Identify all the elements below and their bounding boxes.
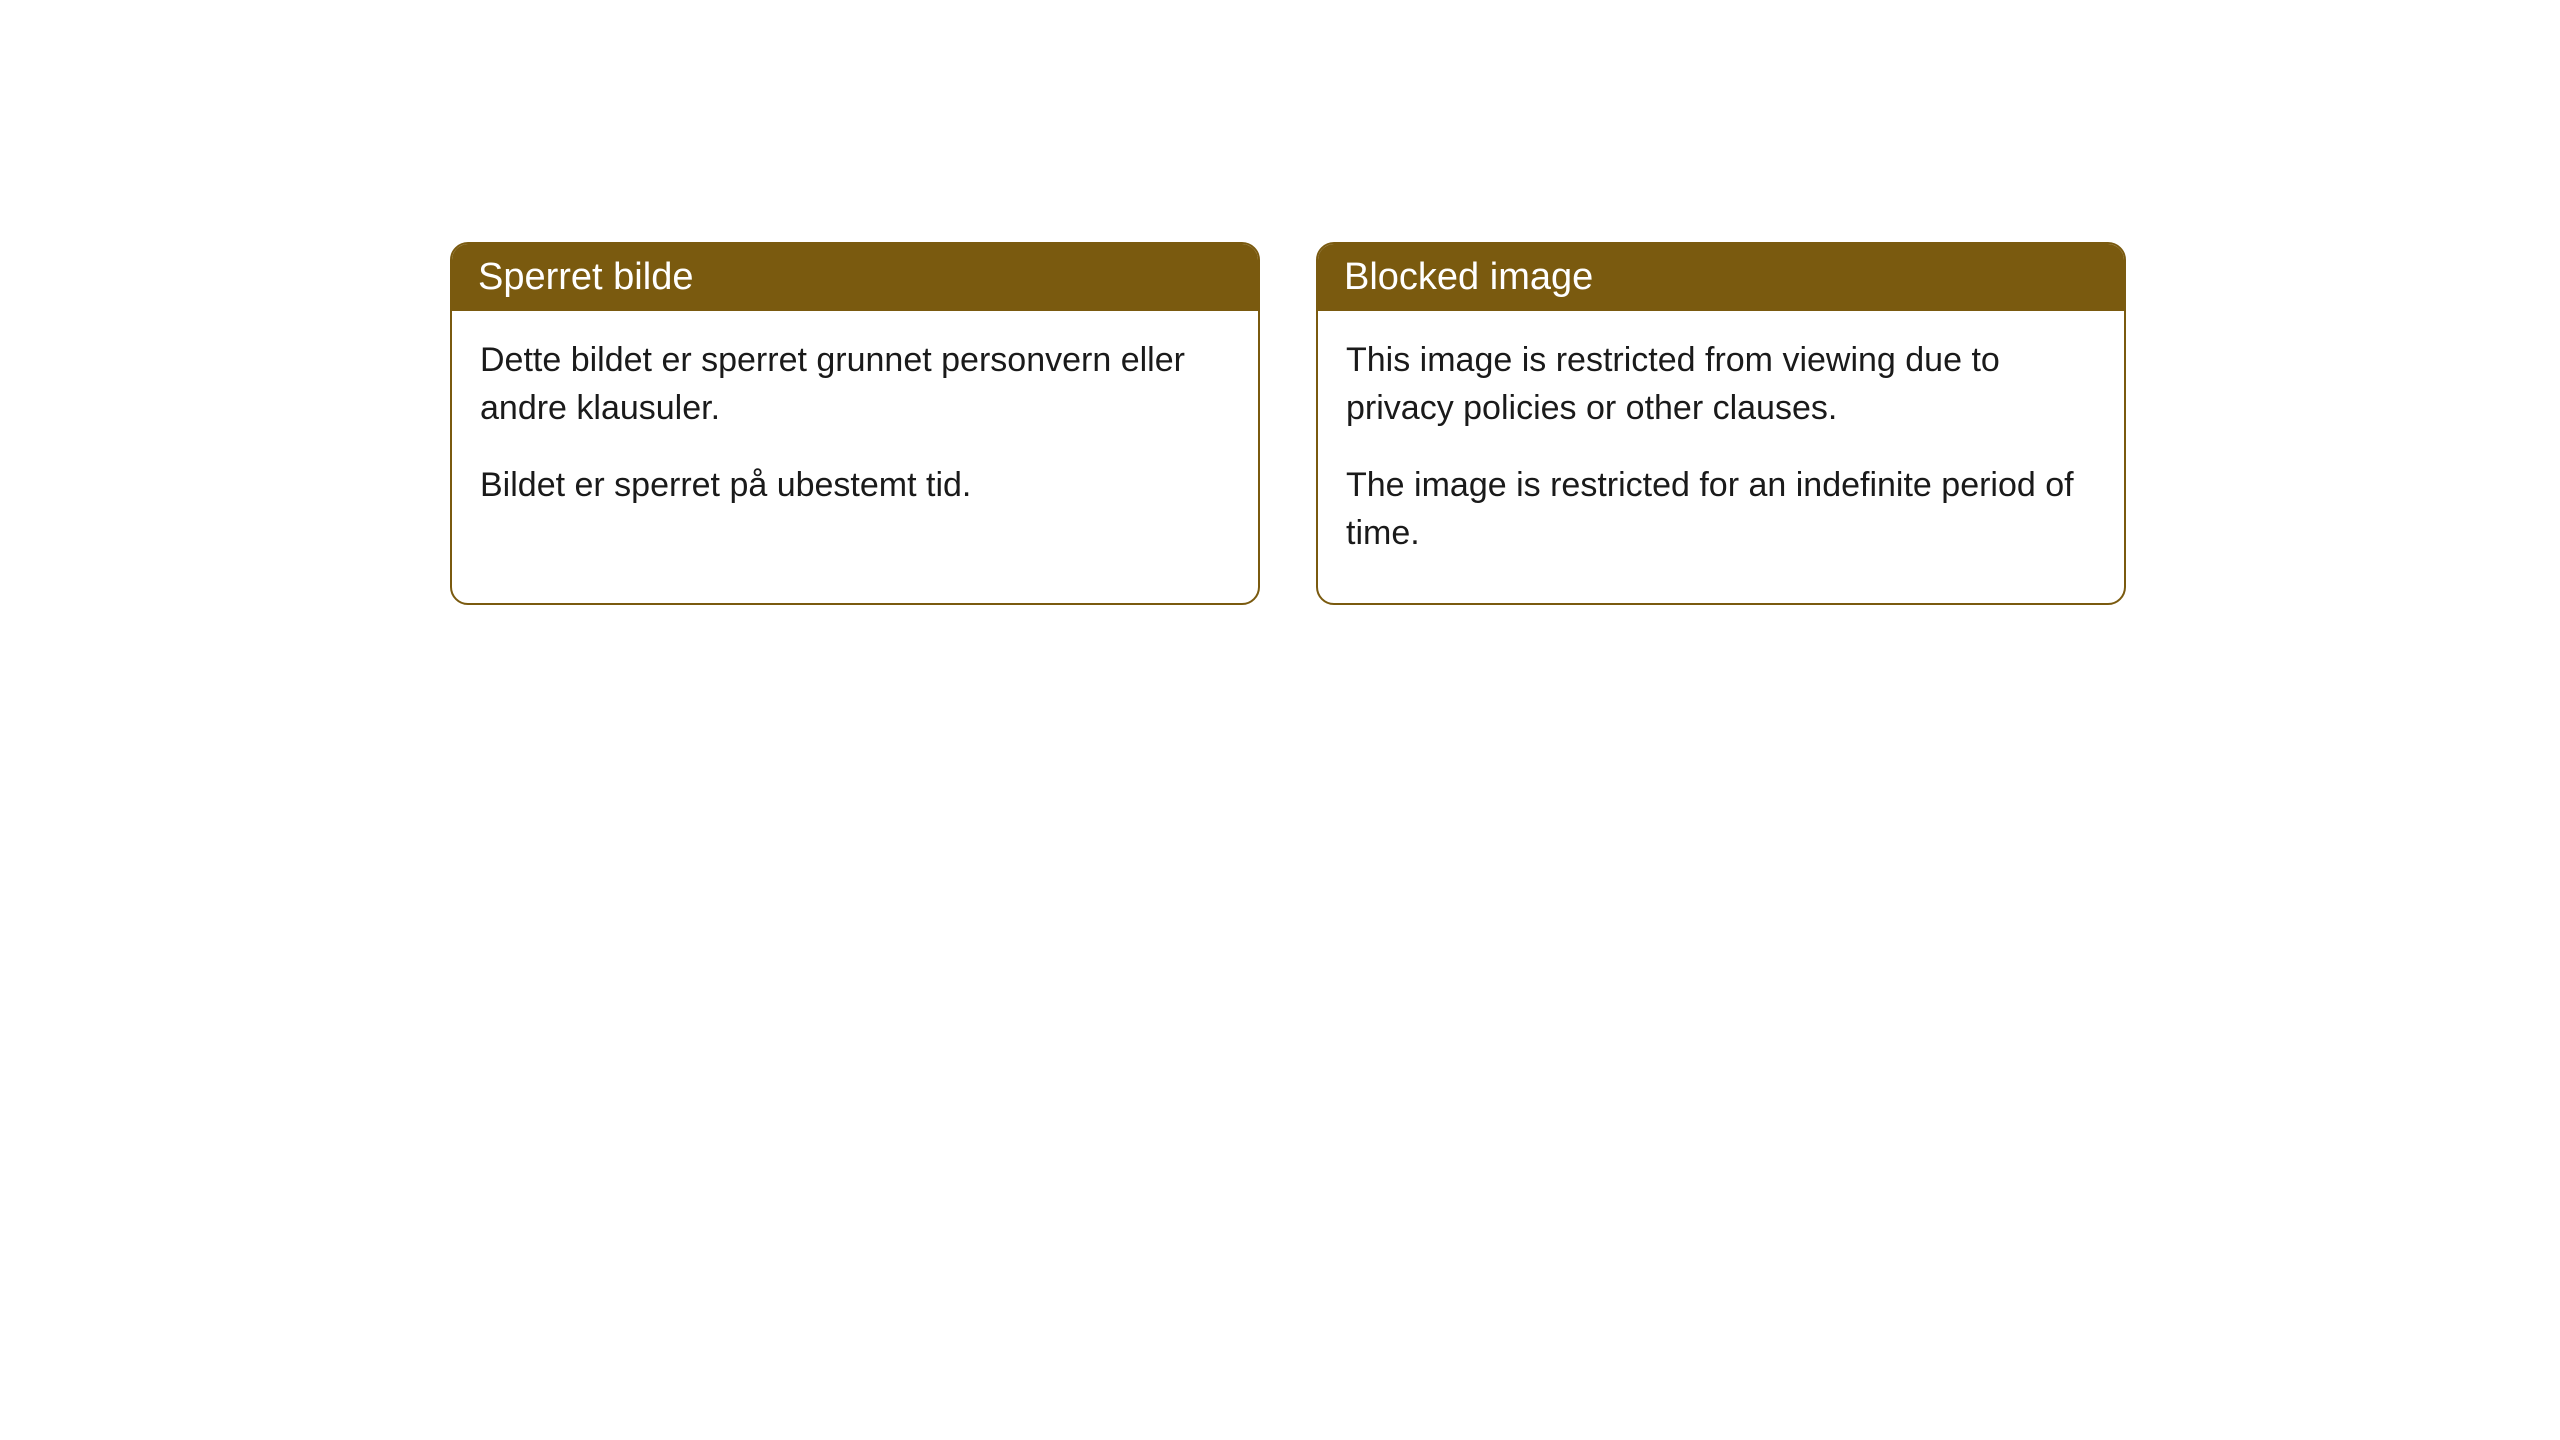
cards-container: Sperret bilde Dette bildet er sperret gr…: [450, 242, 2126, 605]
card-paragraph: Bildet er sperret på ubestemt tid.: [480, 462, 1230, 510]
card-body-norwegian: Dette bildet er sperret grunnet personve…: [452, 311, 1258, 556]
card-paragraph: The image is restricted for an indefinit…: [1346, 462, 2096, 557]
card-body-english: This image is restricted from viewing du…: [1318, 311, 2124, 603]
card-title: Blocked image: [1344, 256, 1593, 298]
card-english: Blocked image This image is restricted f…: [1316, 242, 2126, 605]
card-paragraph: Dette bildet er sperret grunnet personve…: [480, 337, 1230, 432]
card-norwegian: Sperret bilde Dette bildet er sperret gr…: [450, 242, 1260, 605]
card-header-norwegian: Sperret bilde: [452, 244, 1258, 311]
card-title: Sperret bilde: [478, 256, 693, 298]
card-header-english: Blocked image: [1318, 244, 2124, 311]
card-paragraph: This image is restricted from viewing du…: [1346, 337, 2096, 432]
